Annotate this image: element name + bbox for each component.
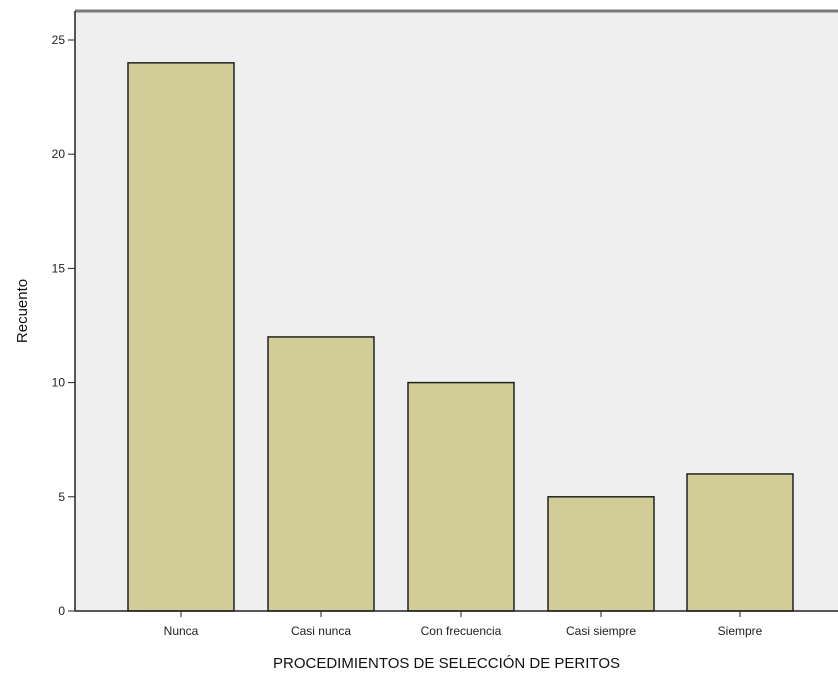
x-axis: Nunca Casi nunca Con frecuencia Casi siempr… [75, 610, 838, 638]
bar-nunca [127, 62, 235, 612]
x-axis-title: PROCEDIMIENTOS DE SELECCIÓN DE PERITOS [273, 655, 620, 672]
y-tick-label: 25 [52, 33, 66, 47]
y-axis: 0 5 10 15 20 25 [52, 11, 76, 618]
bar-siempre [686, 473, 794, 612]
x-tick-label: Siempre [718, 624, 763, 638]
y-tick-label: 20 [52, 147, 66, 161]
y-tick-label: 15 [52, 261, 66, 275]
bars [127, 62, 794, 612]
x-tick-label: Casi nunca [291, 624, 351, 638]
bar-casi-siempre [547, 496, 655, 612]
y-axis-title: Recuento [14, 279, 31, 343]
bar-con-frecuencia [407, 381, 515, 612]
y-tick-label: 5 [58, 490, 65, 504]
x-tick-label: Nunca [164, 624, 199, 638]
y-tick-label: 0 [58, 604, 65, 618]
y-tick-label: 10 [52, 376, 66, 390]
bar-casi-nunca [267, 336, 375, 612]
x-tick-label: Con frecuencia [421, 624, 502, 638]
x-tick-label: Casi siempre [566, 624, 636, 638]
